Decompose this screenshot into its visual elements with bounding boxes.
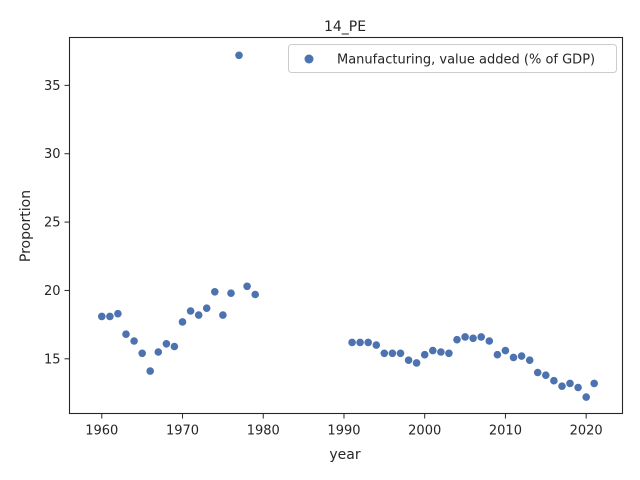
data-point [485, 337, 494, 345]
data-point [566, 379, 574, 388]
data-point [356, 338, 364, 347]
data-point [243, 282, 251, 291]
data-point [582, 393, 590, 401]
legend-label: Manufacturing, value added (% of GDP) [337, 53, 595, 68]
y-tick-label: 35 [44, 79, 61, 94]
y-tick-label: 15 [44, 352, 61, 367]
data-point [525, 356, 534, 365]
data-point [138, 349, 146, 358]
data-point [219, 311, 227, 319]
data-point [590, 379, 598, 388]
data-point [348, 338, 356, 347]
data-point [469, 334, 477, 343]
data-point [202, 304, 211, 313]
data-point [550, 376, 558, 385]
data-point [509, 353, 518, 362]
data-point [453, 335, 461, 344]
data-point [477, 333, 486, 341]
x-tick-label: 2000 [408, 424, 441, 439]
data-point [445, 349, 453, 358]
data-point [420, 350, 429, 359]
legend: Manufacturing, value added (% of GDP) [288, 44, 617, 73]
data-point [170, 342, 179, 351]
data-point [429, 346, 437, 355]
x-tick-label: 2020 [570, 424, 603, 439]
data-point [412, 359, 421, 367]
data-point [493, 350, 502, 359]
y-tick-label: 25 [44, 216, 61, 231]
data-point [235, 51, 243, 60]
y-axis-ticks: 15 20 25 30 35 [44, 79, 70, 367]
data-point [154, 348, 163, 356]
data-point [130, 337, 138, 345]
x-axis-label: year [329, 447, 360, 463]
data-point [517, 352, 526, 360]
legend-box [288, 44, 617, 73]
y-tick-label: 20 [44, 284, 61, 299]
data-point [114, 309, 122, 318]
data-point [461, 333, 469, 341]
plot-frame [68, 36, 624, 415]
data-point [574, 383, 582, 392]
data-point [501, 346, 510, 355]
data-point [98, 312, 106, 321]
data-point [437, 348, 445, 356]
data-point [194, 311, 203, 319]
data-point [380, 349, 389, 358]
data-point [372, 341, 381, 349]
data-point [146, 367, 154, 375]
data-point [162, 340, 171, 348]
data-point [404, 356, 413, 365]
x-tick-label: 1990 [327, 424, 360, 439]
data-point [388, 349, 397, 358]
data-point [122, 330, 130, 339]
y-axis-label: Proportion [18, 190, 34, 262]
x-tick-label: 1970 [166, 424, 199, 439]
x-axis-ticks: 1960 1970 1980 1990 2000 2010 2020 [85, 413, 603, 439]
x-tick-label: 1980 [247, 424, 280, 439]
y-tick-label: 30 [44, 147, 61, 162]
data-point [211, 288, 219, 296]
data-point [106, 312, 114, 321]
legend-marker [304, 54, 314, 64]
x-tick-label: 1960 [85, 424, 118, 439]
data-point [364, 338, 373, 347]
data-point [396, 349, 405, 358]
data-point [558, 382, 566, 391]
data-point [178, 318, 187, 326]
chart-title: 14_PE [324, 19, 366, 35]
data-point [533, 368, 542, 377]
data-point [251, 290, 259, 299]
x-tick-label: 2010 [489, 424, 522, 439]
data-point [227, 289, 235, 298]
data-point [542, 371, 550, 380]
data-point [186, 307, 195, 315]
data-points [98, 51, 598, 401]
